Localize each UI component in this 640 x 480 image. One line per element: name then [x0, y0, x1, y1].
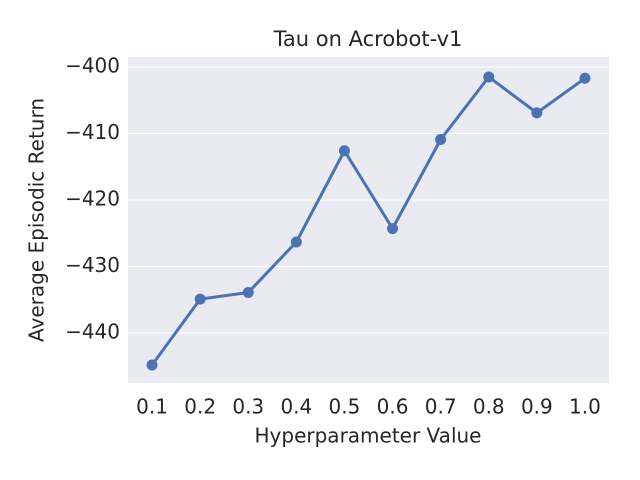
y-tick-label: −400 [65, 53, 120, 77]
x-tick-label: 0.3 [232, 395, 264, 419]
point [146, 359, 158, 371]
point [290, 236, 302, 248]
x-tick-label: 0.8 [473, 395, 505, 419]
y-tick-label: −420 [65, 187, 120, 211]
y-axis-label: Average Episodic Return [25, 98, 49, 342]
x-tick-label: 0.1 [136, 395, 168, 419]
x-tick-label: 0.9 [521, 395, 553, 419]
x-axis-label: Hyperparameter Value [255, 424, 482, 448]
y-tick-label: −430 [65, 253, 120, 277]
point [579, 72, 591, 84]
x-tick-label: 1.0 [569, 395, 601, 419]
point [531, 107, 543, 119]
point [435, 133, 447, 145]
x-tick-label: 0.5 [329, 395, 361, 419]
point [242, 287, 254, 299]
y-tick-label: −410 [65, 120, 120, 144]
point [483, 71, 495, 83]
line [150, 74, 586, 366]
x-tick-label: 0.2 [184, 395, 216, 419]
point [194, 293, 206, 305]
y-tick-label: −440 [65, 320, 120, 344]
x-tick-label: 0.7 [425, 395, 457, 419]
plot-area [128, 57, 609, 383]
point [387, 223, 399, 235]
chart-title: Tau on Acrobot-v1 [273, 27, 463, 51]
point [338, 145, 350, 157]
x-tick-label: 0.4 [280, 395, 312, 419]
x-tick-label: 0.6 [377, 395, 409, 419]
